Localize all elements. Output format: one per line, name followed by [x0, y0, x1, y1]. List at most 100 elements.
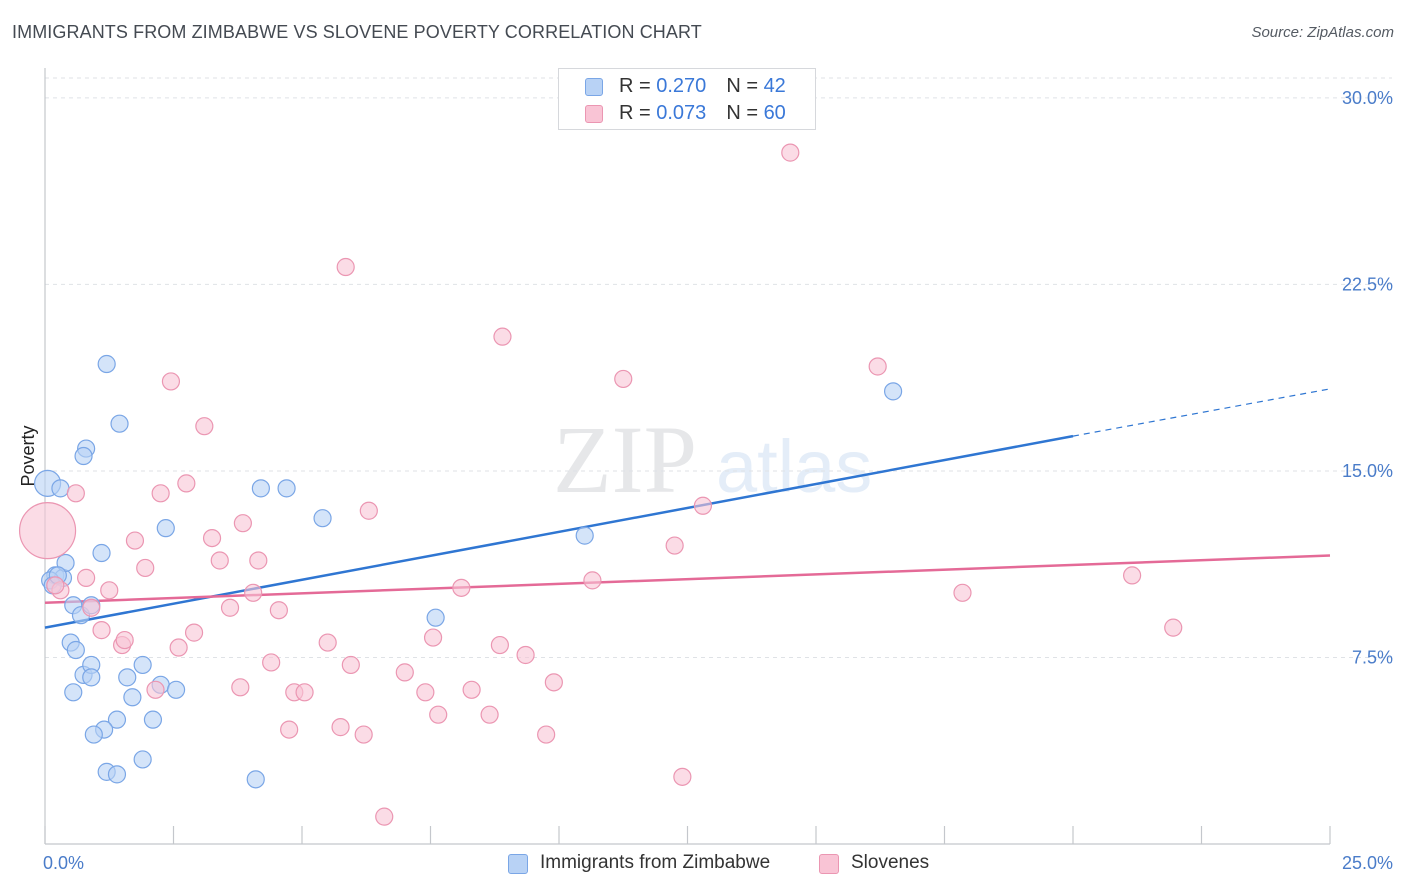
r-label: R =: [619, 75, 657, 97]
point-slovenes: [318, 633, 337, 652]
legend-stats-zimbabwe: R = 0.270 N = 42: [619, 75, 786, 98]
n-label: N =: [726, 75, 764, 97]
point-slovenes: [202, 528, 222, 548]
point-slovenes: [953, 583, 972, 602]
point-slovenes: [516, 645, 535, 665]
point-zimbabwe: [133, 750, 152, 769]
point-zimbabwe: [97, 354, 116, 374]
point-slovenes: [331, 718, 350, 737]
point-slovenes: [295, 683, 314, 702]
point-slovenes: [375, 807, 394, 826]
point-slovenes: [280, 720, 299, 739]
bottom-legend-label-slovenes: Slovenes: [851, 852, 930, 873]
bottom-legend-swatch-blue: [508, 854, 528, 874]
point-zimbabwe: [123, 688, 142, 707]
point-zimbabwe: [313, 509, 332, 528]
point-slovenes: [462, 680, 481, 699]
point-zimbabwe: [110, 414, 129, 433]
point-zimbabwe: [84, 725, 103, 744]
point-slovenes: [781, 143, 800, 162]
point-slovenes: [416, 683, 435, 702]
point-slovenes: [693, 496, 713, 515]
point-zimbabwe: [251, 479, 270, 498]
point-slovenes: [161, 372, 181, 391]
y-tick-label: 15.0%: [1342, 461, 1393, 481]
point-slovenes: [92, 621, 111, 640]
point-zimbabwe: [64, 683, 83, 702]
point-slovenes: [136, 558, 155, 578]
point-zimbabwe: [51, 479, 70, 498]
point-slovenes: [429, 705, 448, 724]
point-zimbabwe: [118, 668, 137, 687]
point-zimbabwe: [156, 519, 175, 538]
point-slovenes: [359, 501, 378, 520]
watermark: ZIP atlas: [553, 406, 872, 513]
point-slovenes: [231, 678, 250, 697]
point-slovenes: [169, 638, 188, 657]
point-zimbabwe: [143, 710, 163, 729]
point-slovenes: [480, 705, 499, 724]
point-slovenes: [1164, 618, 1183, 637]
x-tick-label: 0.0%: [43, 853, 84, 873]
point-zimbabwe: [107, 765, 127, 784]
point-slovenes: [583, 571, 602, 590]
point-slovenes: [18, 502, 77, 560]
point-slovenes: [244, 583, 263, 602]
point-slovenes: [125, 531, 145, 550]
point-slovenes: [220, 598, 240, 617]
x-tick-label: 25.0%: [1342, 853, 1393, 873]
point-zimbabwe: [166, 680, 186, 699]
point-slovenes: [544, 673, 563, 692]
r-value: 0.073: [656, 102, 707, 124]
trend-line-extension: [1072, 388, 1331, 437]
data-points: [18, 143, 1183, 826]
point-slovenes: [452, 578, 471, 597]
point-slovenes: [341, 655, 360, 675]
point-zimbabwe: [74, 446, 93, 466]
point-zimbabwe: [66, 640, 85, 660]
bottom-legend-label-zimbabwe: Immigrants from Zimbabwe: [540, 852, 771, 873]
y-tick-label: 30.0%: [1342, 88, 1393, 108]
point-slovenes: [868, 357, 887, 376]
point-zimbabwe: [92, 543, 111, 563]
legend-swatch-pink: [585, 105, 603, 123]
point-zimbabwe: [133, 655, 152, 675]
legend-stats-slovenes: R = 0.073 N = 60: [619, 102, 786, 125]
point-zimbabwe: [426, 608, 445, 627]
gridlines: [45, 77, 1392, 658]
point-slovenes: [77, 568, 96, 587]
point-slovenes: [423, 628, 443, 647]
point-slovenes: [1123, 566, 1142, 585]
r-label: R =: [619, 102, 657, 124]
point-slovenes: [665, 536, 684, 555]
y-axis-label: Poverty: [18, 425, 38, 486]
source-credit: Source: ZipAtlas.com: [1251, 24, 1394, 41]
point-zimbabwe: [246, 770, 265, 789]
point-slovenes: [177, 474, 196, 493]
point-slovenes: [614, 369, 633, 389]
y-tick-label: 7.5%: [1352, 647, 1393, 667]
point-zimbabwe: [277, 479, 296, 498]
point-slovenes: [354, 725, 373, 744]
point-slovenes: [184, 623, 204, 642]
point-zimbabwe: [575, 526, 594, 545]
point-slovenes: [233, 514, 252, 533]
axes: [44, 68, 1331, 845]
correlation-legend: R = 0.270 N = 42 R = 0.073 N = 60: [558, 68, 816, 130]
bottom-legend-swatch-pink: [819, 854, 839, 874]
point-slovenes: [82, 598, 101, 617]
point-slovenes: [46, 576, 65, 595]
watermark-atlas: atlas: [716, 425, 872, 508]
point-slovenes: [115, 630, 134, 650]
point-slovenes: [490, 635, 509, 655]
point-slovenes: [66, 484, 85, 503]
point-slovenes: [493, 327, 512, 346]
point-slovenes: [195, 417, 214, 436]
point-slovenes: [100, 581, 119, 600]
n-value: 42: [763, 75, 786, 97]
n-value: 60: [763, 102, 786, 124]
chart-title: IMMIGRANTS FROM ZIMBABWE VS SLOVENE POVE…: [12, 22, 702, 42]
legend-swatch-blue: [585, 78, 603, 96]
point-slovenes: [151, 484, 170, 503]
point-slovenes: [269, 601, 288, 620]
